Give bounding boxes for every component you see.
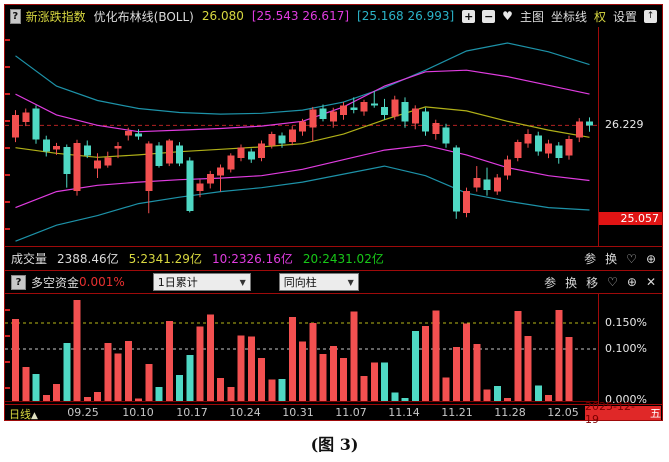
zoom-in-button[interactable]: + — [462, 9, 476, 23]
x-axis-tick: 10.17 — [176, 406, 208, 419]
fund-title[interactable]: 多空资金 — [31, 275, 80, 290]
boll-outer-band-values: [25.168 26.993] — [357, 9, 455, 23]
x-axis-tick: 11.07 — [335, 406, 367, 419]
x-axis-tick: 10.31 — [282, 406, 314, 419]
marker-price-label: 25.057 — [599, 212, 662, 226]
grid-label-150: 0.150% — [605, 316, 647, 329]
x-axis-tick: 10.24 — [229, 406, 261, 419]
settings-button[interactable]: 设置 — [612, 9, 637, 24]
axis-separator — [598, 27, 599, 246]
accumulation-dropdown[interactable]: 1日累计 ▼ — [152, 273, 251, 291]
move-button[interactable]: 移 — [586, 275, 599, 290]
candlestick-canvas[interactable] — [5, 27, 662, 246]
bar-style-dropdown[interactable]: 同向柱 ▼ — [278, 273, 359, 291]
accumulation-dropdown-value: 1日累计 — [157, 276, 198, 289]
fund-panel-header: ? 多空资金 0.001% 1日累计 ▼ 同向柱 ▼ 参 换 移 ♡ ⊕ ✕ — [5, 271, 662, 294]
favorite-icon[interactable]: ♥ — [502, 9, 513, 23]
volume-value: 2388.46亿 — [57, 252, 119, 266]
main-candlestick-panel[interactable]: 26.229 25.057 — [5, 27, 662, 246]
main-chart-menu[interactable]: 主图 — [519, 9, 544, 24]
toolbar-right-group: + − ♥ 主图 坐标线 权 设置 ↑ — [462, 8, 657, 25]
x-axis-row: 日线▲ 09.25 10.10 10.17 10.24 10.31 11.07 11.14 1… — [5, 400, 662, 426]
fund-actions: 参 换 移 ♡ ⊕ ✕ — [544, 274, 656, 291]
chart-toolbar: ? 新涨跌指数 优化布林线(BOLL) 26.080 [25.543 26.61… — [5, 5, 662, 27]
switch-button[interactable]: 换 — [605, 252, 618, 266]
boll-mid-value: 26.080 — [201, 9, 244, 23]
switch-button[interactable]: 换 — [565, 275, 578, 290]
index-name: 新涨跌指数 — [25, 9, 86, 24]
help-icon[interactable]: ? — [10, 8, 21, 24]
x-axis-tick: 11.28 — [494, 406, 526, 419]
stock-chart-window: ? 新涨跌指数 优化布林线(BOLL) 26.080 [25.543 26.61… — [4, 4, 663, 426]
bar-style-dropdown-value: 同向柱 — [283, 276, 317, 289]
chevron-down-icon: ▼ — [239, 277, 246, 287]
fund-bar-canvas[interactable] — [5, 294, 662, 404]
x-axis-tick: 09.25 — [67, 406, 99, 419]
figure-caption: (图 3) — [310, 435, 359, 454]
fund-value: 0.001% — [79, 275, 125, 289]
weekday-value: 五 — [650, 407, 661, 420]
chevron-down-icon: ▼ — [347, 277, 354, 287]
coordinate-menu[interactable]: 坐标线 — [550, 9, 587, 24]
fund-help-icon[interactable]: ? — [11, 274, 26, 290]
params-button[interactable]: 参 — [584, 252, 597, 266]
volume-actions: 参 换 ♡ ⊕ — [584, 250, 656, 267]
magnify-icon[interactable]: ⊕ — [645, 251, 656, 266]
x-axis-tick: 11.14 — [388, 406, 420, 419]
grid-label-100: 0.100% — [605, 342, 647, 355]
zoom-out-button[interactable]: − — [482, 9, 496, 23]
rights-adjust-button[interactable]: 权 — [593, 9, 606, 24]
last-price-label: 26.229 — [605, 118, 644, 132]
favorite-outline-icon[interactable]: ♡ — [607, 275, 618, 289]
indicator-name[interactable]: 优化布林线(BOLL) — [93, 9, 194, 24]
magnify-icon[interactable]: ⊕ — [626, 275, 637, 289]
period-selector[interactable]: 日线▲ — [9, 408, 38, 421]
volume-ma5: 5:2341.29亿 — [128, 252, 202, 266]
axis-separator — [598, 294, 599, 404]
favorite-outline-icon[interactable]: ♡ — [626, 251, 637, 266]
close-icon[interactable]: ✕ — [645, 275, 656, 289]
x-axis-tick: 11.21 — [441, 406, 473, 419]
grid-label-000: 0.000% — [605, 393, 647, 406]
x-axis-tick: 10.10 — [122, 406, 154, 419]
x-axis-tick: 12.05 — [547, 406, 579, 419]
boll-inner-band-values: [25.543 26.617] — [251, 9, 350, 23]
triangle-up-icon: ▲ — [31, 411, 38, 421]
fund-bar-panel[interactable]: 0.150% 0.100% 0.000% — [5, 294, 662, 406]
params-button[interactable]: 参 — [544, 275, 557, 290]
volume-ma10: 10:2326.16亿 — [211, 252, 293, 266]
expand-panel-icon[interactable]: ↑ — [644, 9, 657, 23]
volume-row: 成交量 2388.46亿 5:2341.29亿 10:2326.16亿 20:2… — [5, 246, 662, 271]
main-price-axis: 26.229 25.057 — [599, 27, 662, 246]
fund-percent-axis: 0.150% 0.100% 0.000% — [599, 294, 662, 406]
date-badge: 2025-12-19 五 — [585, 400, 661, 426]
volume-ma20: 20:2431.02亿 — [302, 252, 384, 266]
date-value: 2025-12-19 — [585, 400, 635, 426]
volume-title[interactable]: 成交量 — [11, 252, 48, 266]
